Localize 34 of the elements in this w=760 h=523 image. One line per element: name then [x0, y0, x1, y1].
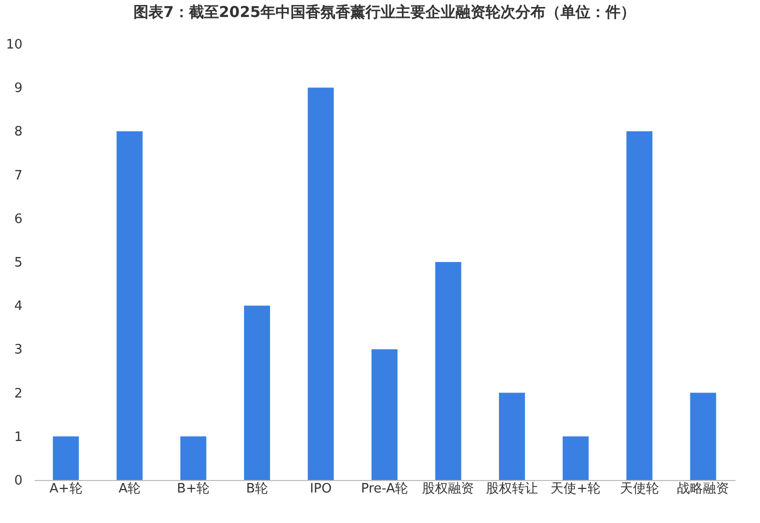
y-tick-label: 8	[14, 124, 22, 140]
bar	[498, 392, 525, 480]
x-tick-label: B轮	[246, 482, 268, 496]
bar	[244, 306, 270, 480]
y-tick-label: 4	[14, 299, 22, 314]
bar	[372, 349, 398, 480]
y-tick-label: 0	[14, 474, 22, 488]
x-tick-label: IPO	[310, 482, 332, 496]
x-tick-label: 股权融资	[422, 482, 474, 496]
bar	[116, 131, 143, 480]
x-tick-label: A轮	[118, 482, 141, 496]
bar	[52, 436, 79, 480]
y-tick-label: 2	[14, 386, 22, 402]
x-tick-label: 战略融资	[677, 482, 730, 496]
y-tick-label: 5	[14, 256, 22, 270]
bar	[690, 392, 716, 480]
y-tick-label: 6	[14, 212, 22, 227]
bar	[308, 88, 334, 480]
y-tick-label: 3	[14, 342, 22, 358]
y-tick-label: 1	[14, 430, 22, 445]
x-tick-label: 股权转让	[486, 482, 538, 496]
x-tick-label: A+轮	[49, 482, 82, 496]
x-tick-label: B+轮	[176, 482, 210, 496]
bar	[626, 131, 652, 480]
x-tick-label: 天使+轮	[550, 482, 601, 496]
y-tick-label: 7	[14, 168, 22, 184]
y-tick-label: 9	[14, 81, 22, 96]
x-tick-label: Pre-A轮	[361, 482, 408, 496]
bar	[180, 436, 206, 480]
x-tick-label: 天使轮	[620, 482, 659, 496]
chart-title: 图表7：截至2025年中国香氛香薰行业主要企业融资轮次分布（单位：件）	[133, 3, 636, 21]
y-tick-label: 10	[6, 38, 22, 52]
bar	[562, 436, 589, 480]
bar	[435, 262, 462, 480]
